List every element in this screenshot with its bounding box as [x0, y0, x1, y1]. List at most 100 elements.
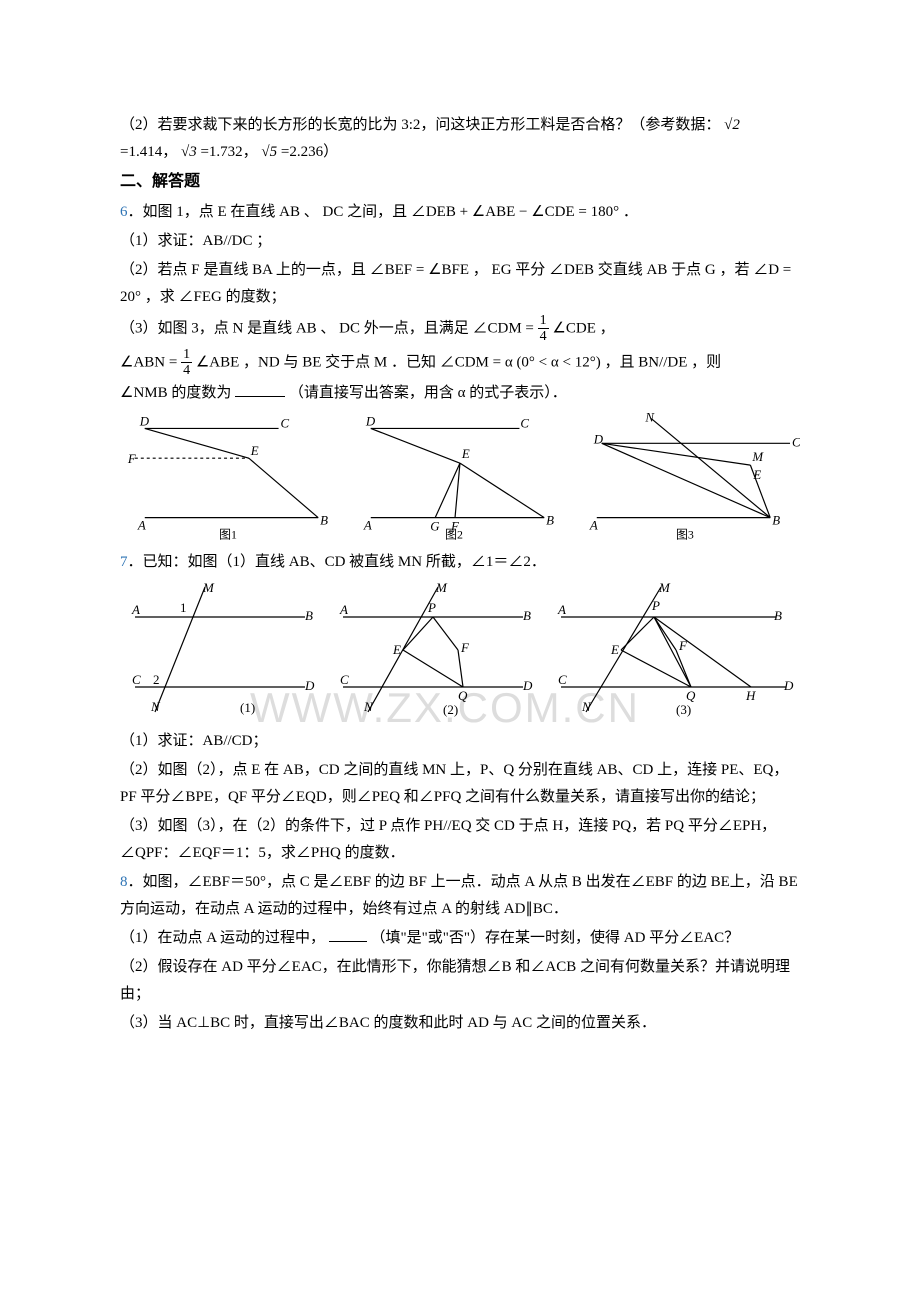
text: （1）在动点 A 运动的过程中， [120, 930, 325, 946]
svg-text:图1: 图1 [219, 528, 237, 542]
text: （请直接写出答案，用含 α 的式子表示）． [289, 385, 567, 401]
q6-part3c: ∠NMB 的度数为 （请直接写出答案，用含 α 的式子表示）． [120, 380, 800, 407]
eq2: =1.414， [120, 144, 177, 160]
text: （3）如图 3，点 N 是直线 AB 、 DC 外一点，且满足 ∠CDM = [120, 320, 538, 336]
svg-text:M: M [202, 582, 215, 595]
svg-text:A: A [137, 519, 146, 533]
q8-part1: （1）在动点 A 运动的过程中， （填"是"或"否"）存在某一时刻，使得 AD … [120, 925, 800, 952]
sqrt2: √2 [724, 117, 740, 133]
svg-text:D: D [522, 678, 533, 693]
svg-text:Q: Q [686, 688, 696, 703]
svg-text:C: C [792, 436, 800, 450]
q6-number: 6 [120, 204, 128, 220]
svg-text:B: B [523, 608, 531, 623]
svg-text:E: E [392, 642, 401, 657]
svg-text:F: F [127, 452, 136, 466]
svg-text:E: E [752, 468, 761, 482]
svg-text:M: M [658, 582, 671, 595]
figure-2: D C E A B G F 图2 [346, 413, 564, 543]
figure-q7-3: M A P B E F C Q H D N (3) [546, 582, 796, 722]
svg-text:Q: Q [458, 688, 468, 703]
svg-text:C: C [132, 672, 141, 687]
svg-text:P: P [651, 598, 660, 613]
svg-text:N: N [581, 699, 592, 714]
eq3: =1.732， [197, 144, 258, 160]
svg-text:图2: 图2 [445, 528, 463, 542]
q7-part3: （3）如图（3），在（2）的条件下，过 P 点作 PH//EQ 交 CD 于点 … [120, 813, 800, 867]
svg-text:E: E [610, 642, 619, 657]
eq5: =2.236） [277, 144, 338, 160]
text: ∠CDE ， [552, 320, 614, 336]
section-title: 二、解答题 [120, 168, 800, 197]
svg-text:D: D [139, 415, 150, 429]
q8-part3: （3）当 AC⊥BC 时，直接写出∠BAC 的度数和此时 AD 与 AC 之间的… [120, 1010, 800, 1037]
frac-1-4b: 14 [181, 347, 192, 379]
figure-3: N D C M E A B 图3 [572, 413, 800, 543]
svg-text:C: C [340, 672, 349, 687]
q6-part1: （1）求证：AB//DC ； [120, 228, 800, 255]
svg-text:D: D [593, 433, 604, 447]
q6-intro: 6．如图 1，点 E 在直线 AB 、 DC 之间，且 ∠DEB + ∠ABE … [120, 199, 800, 226]
q8-intro: 8．如图，∠EBF＝50°，点 C 是∠EBF 的边 BF 上一点．动点 A 从… [120, 869, 800, 923]
svg-text:B: B [772, 514, 780, 528]
svg-text:A: A [363, 519, 372, 533]
q6-text: ．如图 1，点 E 在直线 AB 、 DC 之间，且 ∠DEB + ∠ABE −… [128, 204, 638, 220]
q7-part1: （1）求证：AB//CD； [120, 728, 800, 755]
q7-text: ．已知：如图（1）直线 AB、CD 被直线 MN 所截，∠1＝∠2． [128, 554, 546, 570]
svg-text:H: H [745, 688, 756, 703]
svg-text:N: N [644, 413, 655, 425]
svg-text:2: 2 [153, 672, 160, 687]
prev-q-part2: （2）若要求裁下来的长方形的长宽的比为 3:2，问这块正方形工料是否合格？（参考… [120, 112, 800, 166]
text: ∠ABN = [120, 354, 181, 370]
svg-text:(2): (2) [443, 702, 458, 717]
q6-part3a: （3）如图 3，点 N 是直线 AB 、 DC 外一点，且满足 ∠CDM = 1… [120, 313, 800, 345]
svg-text:C: C [281, 417, 290, 431]
text: （填"是"或"否"）存在某一时刻，使得 AD 平分∠EAC？ [371, 930, 740, 946]
svg-text:F: F [678, 638, 688, 653]
svg-text:B: B [320, 514, 328, 528]
q6-figure-row: D C E F A B 图1 D C E A B G F 图2 [120, 413, 800, 543]
svg-text:M: M [751, 451, 764, 465]
q7-intro: 7．已知：如图（1）直线 AB、CD 被直线 MN 所截，∠1＝∠2． [120, 549, 800, 576]
frac-1-4: 14 [538, 313, 549, 345]
page-content: （2）若要求裁下来的长方形的长宽的比为 3:2，问这块正方形工料是否合格？（参考… [120, 112, 800, 1037]
svg-text:D: D [304, 678, 315, 693]
svg-text:N: N [150, 699, 161, 714]
svg-text:图3: 图3 [676, 528, 694, 542]
q7-part2: （2）如图（2），点 E 在 AB，CD 之间的直线 MN 上，P、Q 分别在直… [120, 757, 800, 811]
svg-text:P: P [427, 600, 436, 615]
svg-text:1: 1 [180, 600, 187, 615]
svg-text:A: A [339, 602, 348, 617]
q8-text: ．如图，∠EBF＝50°，点 C 是∠EBF 的边 BF 上一点．动点 A 从点… [120, 874, 798, 917]
svg-text:B: B [546, 514, 554, 528]
svg-text:A: A [131, 602, 140, 617]
svg-text:D: D [365, 415, 376, 429]
svg-text:B: B [305, 608, 313, 623]
svg-text:M: M [435, 582, 448, 595]
figure-q7-2: M A P B E F C Q D N (2) [328, 582, 538, 722]
sqrt3: √3 [181, 144, 197, 160]
sqrt5: √5 [261, 144, 277, 160]
q8-part2: （2）假设存在 AD 平分∠EAC，在此情形下，你能猜想∠B 和∠ACB 之间有… [120, 954, 800, 1008]
svg-text:E: E [250, 445, 259, 459]
svg-text:C: C [520, 417, 529, 431]
text: ∠NMB 的度数为 [120, 385, 231, 401]
q6-part2: （2）若点 F 是直线 BA 上的一点，且 ∠BEF = ∠BFE ， EG 平… [120, 257, 800, 311]
q7-figure-row: M A B C D N 1 2 (1) M A P B E F C [120, 582, 800, 722]
svg-text:D: D [783, 678, 794, 693]
svg-text:(1): (1) [240, 700, 255, 715]
svg-text:F: F [460, 640, 470, 655]
svg-text:A: A [557, 602, 566, 617]
q7-number: 7 [120, 554, 128, 570]
svg-text:(3): (3) [676, 702, 691, 717]
svg-text:B: B [774, 608, 782, 623]
answer-blank-q8 [329, 927, 367, 942]
answer-blank [235, 382, 285, 397]
figure-1: D C E F A B 图1 [120, 413, 338, 543]
svg-text:C: C [558, 672, 567, 687]
svg-text:A: A [589, 519, 598, 533]
text: ∠ABE ，ND 与 BE 交于点 M ．已知 ∠CDM = α (0° < α… [196, 354, 721, 370]
svg-text:N: N [363, 699, 374, 714]
svg-text:G: G [430, 520, 440, 534]
q6-part3b: ∠ABN = 14 ∠ABE ，ND 与 BE 交于点 M ．已知 ∠CDM =… [120, 347, 800, 379]
